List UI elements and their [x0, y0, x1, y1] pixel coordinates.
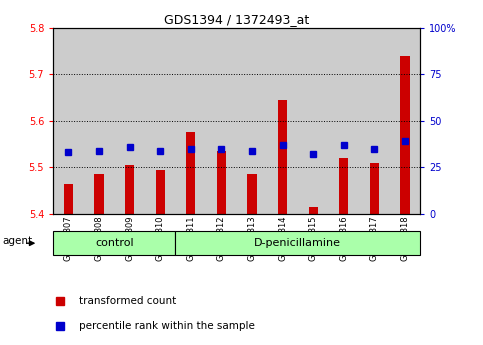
Bar — [145, 28, 175, 214]
Bar — [298, 28, 328, 214]
Bar — [359, 28, 390, 214]
Bar — [267, 28, 298, 214]
Bar — [206, 28, 237, 214]
Bar — [186, 132, 196, 214]
Bar — [53, 28, 84, 214]
Text: transformed count: transformed count — [79, 296, 176, 306]
Text: percentile rank within the sample: percentile rank within the sample — [79, 321, 255, 331]
Bar — [278, 100, 287, 214]
Text: agent: agent — [3, 236, 33, 246]
Bar — [217, 151, 226, 214]
Bar — [328, 28, 359, 214]
Bar — [156, 170, 165, 214]
Bar — [339, 158, 348, 214]
Bar — [53, 231, 175, 255]
Bar — [114, 28, 145, 214]
Bar — [175, 28, 206, 214]
Bar — [64, 184, 73, 214]
Bar — [237, 28, 267, 214]
Bar — [390, 28, 420, 214]
Bar — [125, 165, 134, 214]
Text: control: control — [95, 238, 134, 248]
Bar — [84, 28, 114, 214]
Bar — [247, 174, 256, 214]
Bar — [400, 56, 410, 214]
Bar — [370, 163, 379, 214]
Bar — [175, 231, 420, 255]
Title: GDS1394 / 1372493_at: GDS1394 / 1372493_at — [164, 13, 309, 27]
Bar — [95, 174, 103, 214]
Text: D-penicillamine: D-penicillamine — [255, 238, 341, 248]
Bar — [309, 207, 318, 214]
